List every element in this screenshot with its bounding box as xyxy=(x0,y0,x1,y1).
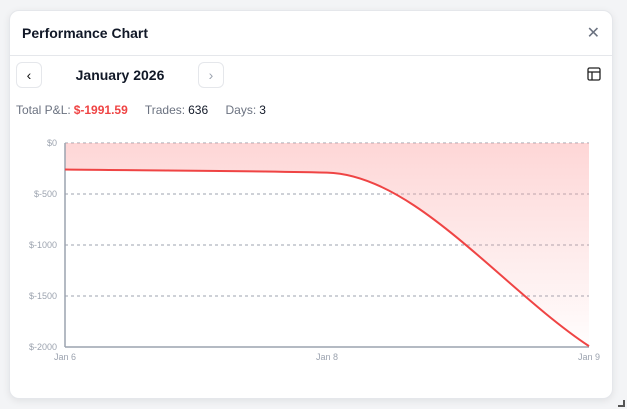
x-tick-label: Jan 8 xyxy=(316,352,338,362)
prev-month-button[interactable]: ‹ xyxy=(16,62,42,88)
pnl-value: $-1991.59 xyxy=(73,103,128,117)
y-tick-label: $-1000 xyxy=(29,240,57,250)
area-fill xyxy=(65,143,589,347)
stats-bar: Total P&L: $-1991.59 Trades: 636 Days: 3 xyxy=(16,103,280,117)
month-label: January 2026 xyxy=(75,67,165,83)
chevron-right-icon: › xyxy=(208,67,214,83)
close-icon[interactable]: ✕ xyxy=(586,25,600,42)
modal-title: Performance Chart xyxy=(22,25,149,41)
y-tick-label: $-2000 xyxy=(29,342,57,352)
trades-label: Trades: xyxy=(144,103,186,117)
chevron-left-icon: ‹ xyxy=(26,67,32,83)
x-tick-label: Jan 6 xyxy=(54,352,76,362)
pnl-label: Total P&L: xyxy=(16,103,71,117)
table-icon xyxy=(587,67,601,81)
y-tick-label: $0 xyxy=(47,138,57,148)
table-view-button[interactable] xyxy=(587,67,601,86)
next-month-button[interactable]: › xyxy=(198,62,224,88)
modal-header: Performance Chart ✕ xyxy=(10,11,612,56)
y-tick-label: $-1500 xyxy=(29,291,57,301)
x-tick-label: Jan 9 xyxy=(578,352,600,362)
days-label: Days: xyxy=(225,103,257,117)
y-tick-label: $-500 xyxy=(34,189,57,199)
days-value: 3 xyxy=(259,103,266,117)
month-nav: ‹ January 2026 › xyxy=(16,61,611,89)
resize-handle[interactable] xyxy=(618,400,625,407)
pnl-line xyxy=(64,168,590,347)
trades-value: 636 xyxy=(188,103,209,117)
